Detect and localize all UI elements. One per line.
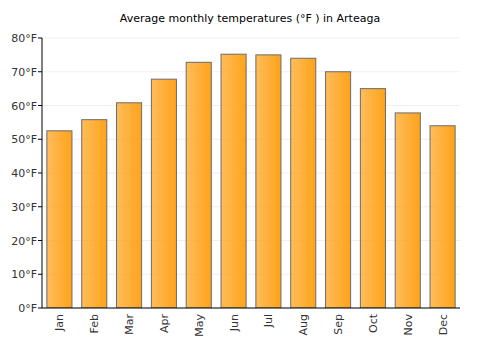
y-tick — [38, 38, 42, 39]
x-tick-label: Apr — [158, 314, 171, 334]
chart-container: Average monthly temperatures (°F ) in Ar… — [0, 0, 500, 350]
y-tick — [38, 71, 42, 72]
y-tick — [38, 206, 42, 207]
grid-line — [42, 308, 460, 309]
x-tick-label: Aug — [297, 314, 310, 335]
x-tick-label: Jul — [262, 314, 275, 328]
bars — [47, 54, 455, 308]
bar — [186, 62, 211, 308]
y-tick-label: 60°F — [11, 100, 37, 113]
y-axis — [42, 38, 43, 308]
bar — [47, 131, 72, 308]
bar — [395, 113, 420, 308]
bar — [326, 72, 351, 308]
x-tick-label: Jun — [228, 314, 241, 332]
x-tick-label: Sep — [332, 314, 345, 335]
y-tick — [38, 274, 42, 275]
bar — [256, 55, 281, 308]
chart-svg: Average monthly temperatures (°F ) in Ar… — [0, 0, 500, 350]
grid-line — [42, 71, 460, 72]
bar — [430, 126, 455, 308]
x-tick-label: Feb — [88, 314, 101, 333]
y-tick-label: 0°F — [18, 302, 37, 315]
y-tick-label: 20°F — [11, 235, 37, 248]
y-tick-label: 30°F — [11, 201, 37, 214]
x-tick-label: Dec — [437, 314, 450, 335]
y-tick-label: 40°F — [11, 167, 37, 180]
bar — [221, 54, 246, 308]
y-tick — [38, 105, 42, 106]
x-tick-label: Mar — [123, 314, 136, 335]
bar — [360, 89, 385, 308]
bar — [151, 79, 176, 308]
bar — [291, 58, 316, 308]
x-tick-label: Nov — [402, 314, 415, 336]
y-tick — [38, 240, 42, 241]
grid-line — [42, 38, 460, 39]
x-tick-label: Oct — [367, 313, 380, 333]
title: Average monthly temperatures (°F ) in Ar… — [120, 12, 380, 25]
y-tick-label: 10°F — [11, 268, 37, 281]
y-tick-label: 70°F — [11, 66, 37, 79]
x-tick-label: May — [193, 314, 206, 337]
x-axis — [42, 308, 460, 309]
y-tick-label: 80°F — [11, 32, 37, 45]
x-tick-label: Jan — [53, 314, 66, 332]
y-tick-label: 50°F — [11, 133, 37, 146]
grid-line — [42, 105, 460, 106]
bar — [117, 103, 142, 308]
y-tick — [38, 139, 42, 140]
y-tick — [38, 173, 42, 174]
y-tick — [38, 308, 42, 309]
bar — [82, 120, 107, 308]
